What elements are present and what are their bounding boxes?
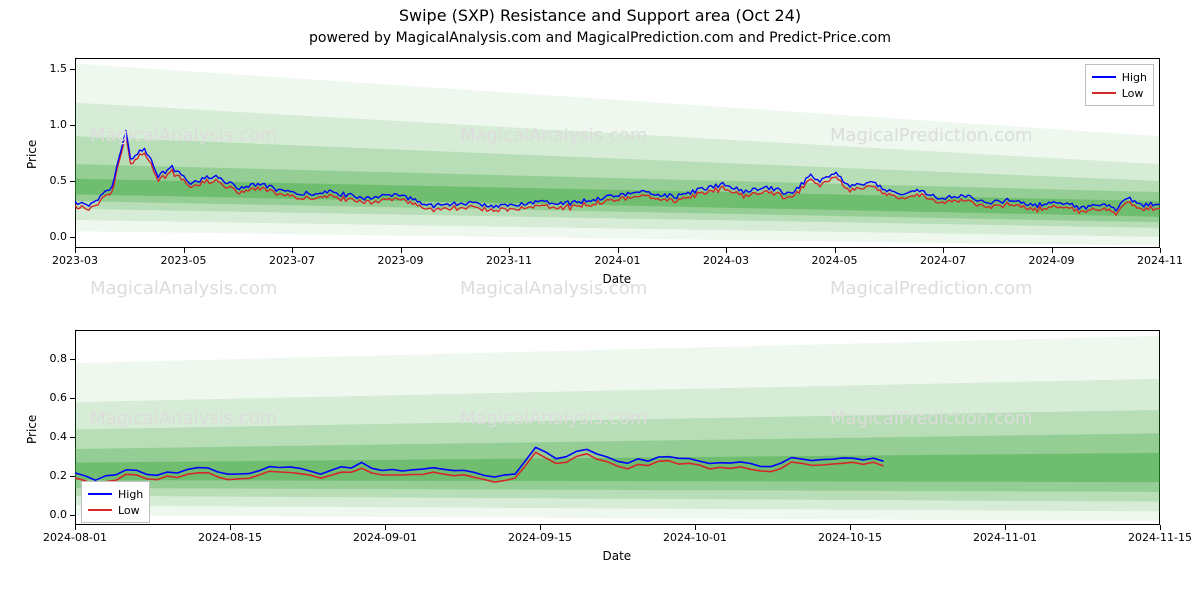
chart-bottom-svg [0,0,1200,600]
legend-swatch [88,493,112,495]
xtick-mark [540,525,541,530]
ytick-label: 0.6 [33,391,67,404]
xtick-mark [75,525,76,530]
figure: Swipe (SXP) Resistance and Support area … [0,0,1200,600]
xtick-mark [1005,525,1006,530]
xtick-label: 2024-10-15 [815,531,885,544]
ytick-label: 0.2 [33,469,67,482]
legend-item: Low [88,502,143,518]
chart-bottom-legend: High Low [81,481,150,523]
ytick-mark [70,398,75,399]
xtick-mark [850,525,851,530]
ytick-mark [70,515,75,516]
legend-swatch [88,509,112,511]
ytick-mark [70,359,75,360]
xtick-label: 2024-10-01 [660,531,730,544]
ytick-label: 0.8 [33,352,67,365]
ytick-label: 0.0 [33,508,67,521]
legend-item: High [88,486,143,502]
xtick-label: 2024-08-15 [195,531,265,544]
xtick-mark [230,525,231,530]
xtick-mark [1160,525,1161,530]
ytick-mark [70,437,75,438]
xtick-mark [385,525,386,530]
ytick-label: 0.4 [33,430,67,443]
xtick-label: 2024-09-15 [505,531,575,544]
xtick-label: 2024-08-01 [40,531,110,544]
xtick-label: 2024-09-01 [350,531,420,544]
xtick-label: 2024-11-15 [1125,531,1195,544]
ytick-mark [70,476,75,477]
legend-label: Low [118,504,140,517]
legend-label: High [118,488,143,501]
xtick-mark [695,525,696,530]
xtick-label: 2024-11-01 [970,531,1040,544]
chart-bottom-xlabel: Date [603,549,632,563]
